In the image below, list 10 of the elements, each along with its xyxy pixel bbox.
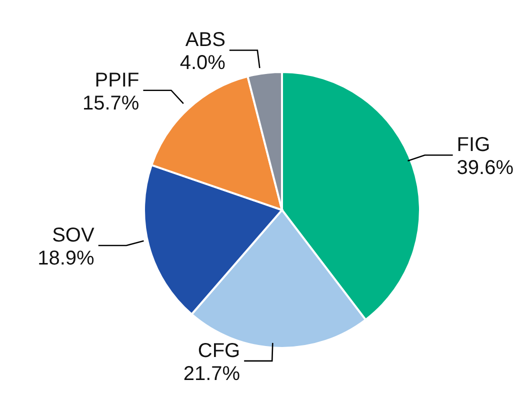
data-label: 21.7% bbox=[183, 362, 240, 385]
data-label: 39.6% bbox=[456, 157, 514, 180]
slice-label: PPIF bbox=[94, 69, 140, 92]
data-label: 4.0% bbox=[180, 52, 226, 74]
data-label: 15.7% bbox=[82, 92, 140, 114]
slice-label: ABS bbox=[185, 29, 226, 52]
slice-label: CFG bbox=[198, 340, 240, 362]
data-label: 18.9% bbox=[38, 247, 95, 270]
slice-label: FIG bbox=[456, 134, 490, 156]
slice-label: SOV bbox=[52, 224, 95, 246]
